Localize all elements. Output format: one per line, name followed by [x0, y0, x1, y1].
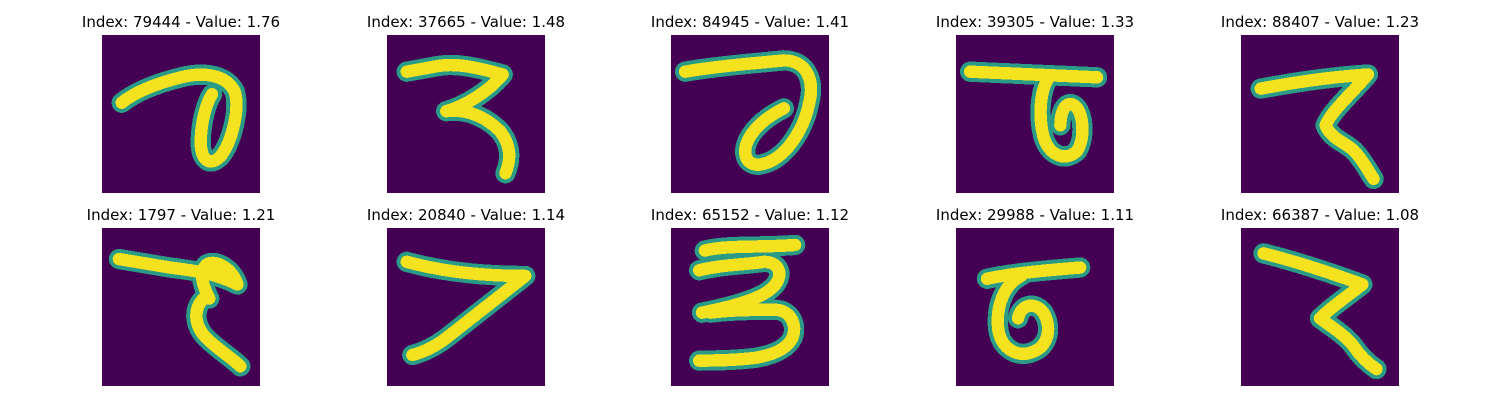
glyph-1797-image — [102, 228, 260, 386]
image-panel: Index: 20840 - Value: 1.14 — [366, 205, 566, 395]
digit-image — [1241, 228, 1399, 386]
panel-title: Index: 66387 - Value: 1.08 — [1180, 205, 1460, 225]
digit-image — [387, 35, 545, 193]
panel-title: Index: 65152 - Value: 1.12 — [610, 205, 890, 225]
glyph-84945-image — [671, 35, 829, 193]
image-panel: Index: 39305 - Value: 1.33 — [935, 12, 1135, 202]
panel-title: Index: 79444 - Value: 1.76 — [41, 12, 321, 32]
digit-image — [1241, 35, 1399, 193]
image-panel: Index: 1797 - Value: 1.21 — [81, 205, 281, 395]
panel-title: Index: 37665 - Value: 1.48 — [326, 12, 606, 32]
glyph-39305-image — [956, 35, 1114, 193]
digit-image — [387, 228, 545, 386]
image-panel: Index: 88407 - Value: 1.23 — [1220, 12, 1420, 202]
panel-title: Index: 88407 - Value: 1.23 — [1180, 12, 1460, 32]
panel-title: Index: 29988 - Value: 1.11 — [895, 205, 1175, 225]
glyph-66387-image — [1241, 228, 1399, 386]
glyph-65152-image — [671, 228, 829, 386]
panel-title: Index: 1797 - Value: 1.21 — [41, 205, 321, 225]
panel-title: Index: 84945 - Value: 1.41 — [610, 12, 890, 32]
image-panel: Index: 65152 - Value: 1.12 — [650, 205, 850, 395]
digit-image — [102, 35, 260, 193]
digit-image — [671, 228, 829, 386]
glyph-37665-image — [387, 35, 545, 193]
glyph-88407-image — [1241, 35, 1399, 193]
digit-image — [671, 35, 829, 193]
digit-image — [956, 35, 1114, 193]
image-panel: Index: 29988 - Value: 1.11 — [935, 205, 1135, 395]
glyph-20840-image — [387, 228, 545, 386]
image-panel: Index: 66387 - Value: 1.08 — [1220, 205, 1420, 395]
glyph-79444-image — [102, 35, 260, 193]
panel-title: Index: 39305 - Value: 1.33 — [895, 12, 1175, 32]
image-panel: Index: 79444 - Value: 1.76 — [81, 12, 281, 202]
glyph-29988-image — [956, 228, 1114, 386]
image-panel: Index: 37665 - Value: 1.48 — [366, 12, 566, 202]
digit-image — [956, 228, 1114, 386]
image-panel: Index: 84945 - Value: 1.41 — [650, 12, 850, 202]
panel-title: Index: 20840 - Value: 1.14 — [326, 205, 606, 225]
digit-image — [102, 228, 260, 386]
